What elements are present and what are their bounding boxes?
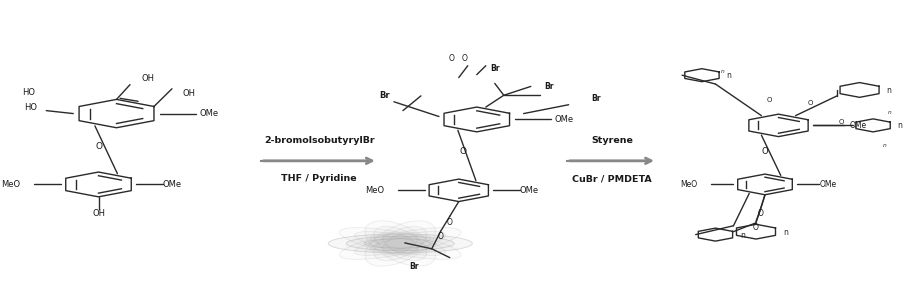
- Text: MeO: MeO: [1, 180, 20, 189]
- Text: MeO: MeO: [680, 180, 698, 189]
- Text: 2-bromolsobutyrylBr: 2-bromolsobutyrylBr: [264, 136, 374, 145]
- Text: O: O: [839, 119, 845, 125]
- Text: Styrene: Styrene: [591, 136, 633, 145]
- Text: n: n: [887, 86, 892, 95]
- Text: O: O: [438, 232, 444, 241]
- Text: O: O: [761, 148, 769, 156]
- Text: n: n: [897, 121, 902, 130]
- Text: O: O: [460, 148, 467, 156]
- Text: Br: Br: [591, 94, 601, 103]
- Text: O: O: [753, 223, 759, 232]
- Text: $_n$: $_n$: [882, 141, 887, 150]
- Text: OMe: OMe: [519, 186, 539, 195]
- Text: OMe: OMe: [820, 180, 836, 189]
- Text: HO: HO: [22, 89, 35, 97]
- Text: $_n$: $_n$: [887, 108, 892, 117]
- Text: O: O: [447, 218, 453, 227]
- Text: n: n: [740, 231, 745, 240]
- Text: HO: HO: [24, 103, 37, 112]
- Text: O: O: [767, 97, 772, 103]
- Text: OH: OH: [92, 209, 105, 218]
- Text: CuBr / PMDETA: CuBr / PMDETA: [572, 174, 651, 183]
- Text: OH: OH: [141, 74, 154, 83]
- Text: O: O: [758, 209, 763, 218]
- Text: $_n$: $_n$: [720, 67, 725, 76]
- Text: OMe: OMe: [849, 121, 867, 130]
- Text: OMe: OMe: [200, 109, 219, 118]
- Text: n: n: [783, 228, 788, 237]
- Text: n: n: [726, 71, 731, 80]
- Text: Br: Br: [409, 262, 419, 271]
- Text: O   O: O O: [449, 54, 468, 63]
- Text: O: O: [95, 142, 102, 150]
- Text: OH: OH: [182, 89, 195, 98]
- Text: Br: Br: [490, 64, 500, 73]
- Text: OMe: OMe: [554, 115, 574, 124]
- Text: OMe: OMe: [163, 180, 182, 189]
- Text: THF / Pyridine: THF / Pyridine: [281, 174, 357, 183]
- Text: MeO: MeO: [365, 186, 384, 195]
- Text: O: O: [808, 100, 813, 106]
- Text: Br: Br: [380, 91, 390, 100]
- Text: Br: Br: [544, 82, 553, 91]
